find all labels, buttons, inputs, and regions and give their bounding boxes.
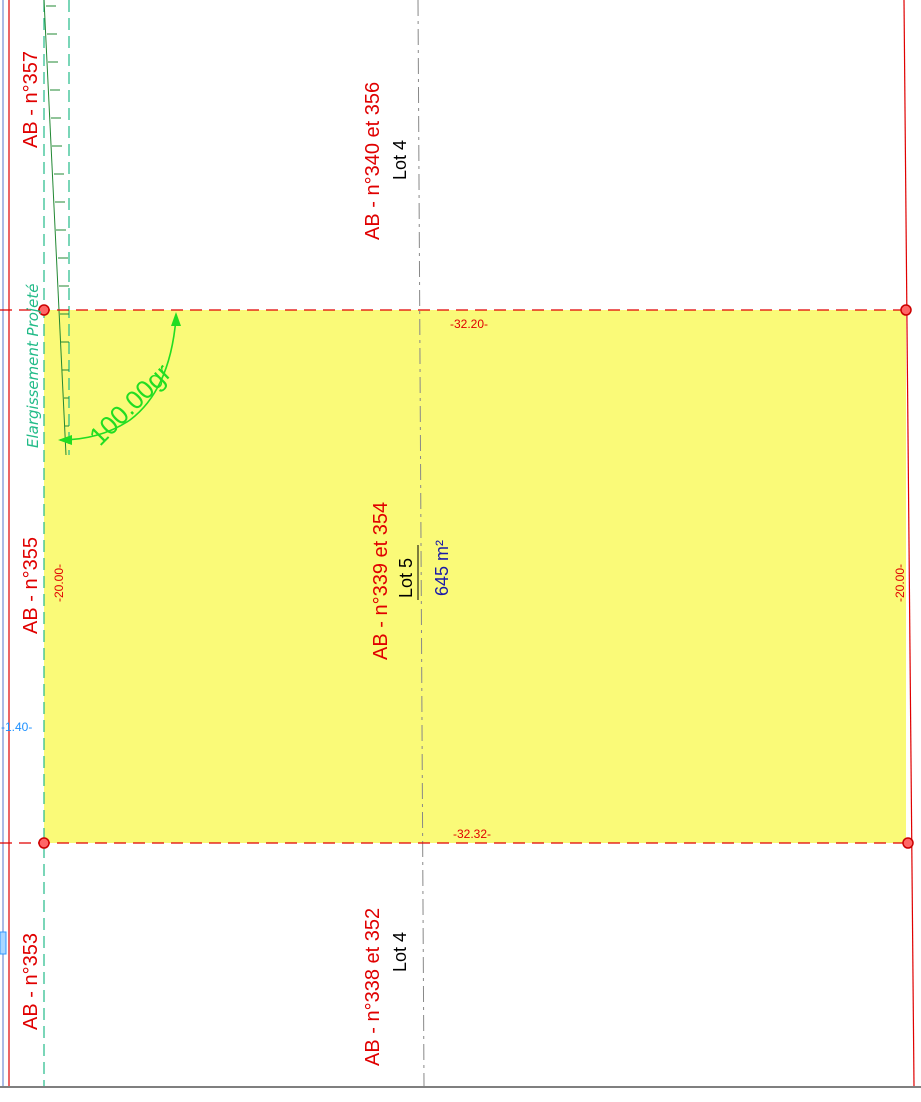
left-frame-marker [0, 931, 7, 955]
boundary-marker-bottom-left[interactable] [38, 837, 50, 849]
lot-label-main: Lot 5 [396, 558, 416, 598]
boundary-marker-top-left[interactable] [38, 304, 50, 316]
elargissement-label: Elargissement Projeté [24, 284, 42, 448]
elargissement-hatching [43, 0, 69, 456]
dimension-left: -20.00- [52, 564, 66, 602]
dimension-top: -32.20- [450, 317, 488, 331]
boundary-marker-bottom-right[interactable] [902, 837, 914, 849]
parcel-label-355: AB - n°355 [20, 537, 42, 634]
parcel-label-339-354: AB - n°339 et 354 [370, 502, 392, 660]
right-boundary-line [903, 0, 915, 1087]
dimension-offset: -1.40- [1, 720, 32, 734]
area-label-main: 645 m² [432, 540, 452, 596]
lot-label-bottom: Lot 4 [390, 932, 410, 972]
central-axis-line [417, 0, 425, 1087]
dimension-right: -20.00- [893, 564, 907, 602]
parcel-label-340-356: AB - n°340 et 356 [362, 82, 384, 240]
boundary-marker-top-right[interactable] [900, 304, 912, 316]
parcel-label-338-352: AB - n°338 et 352 [362, 908, 384, 1066]
parcel-label-357: AB - n°357 [20, 51, 42, 148]
parcel-label-353: AB - n°353 [20, 933, 42, 1030]
angle-arrow-top [171, 312, 181, 326]
lot-label-top: Lot 4 [390, 140, 410, 180]
dimension-bottom: -32.32- [453, 827, 491, 841]
angle-arrow-left [58, 435, 72, 445]
lot-5-parcel[interactable] [44, 310, 906, 843]
angle-arc [59, 317, 177, 441]
